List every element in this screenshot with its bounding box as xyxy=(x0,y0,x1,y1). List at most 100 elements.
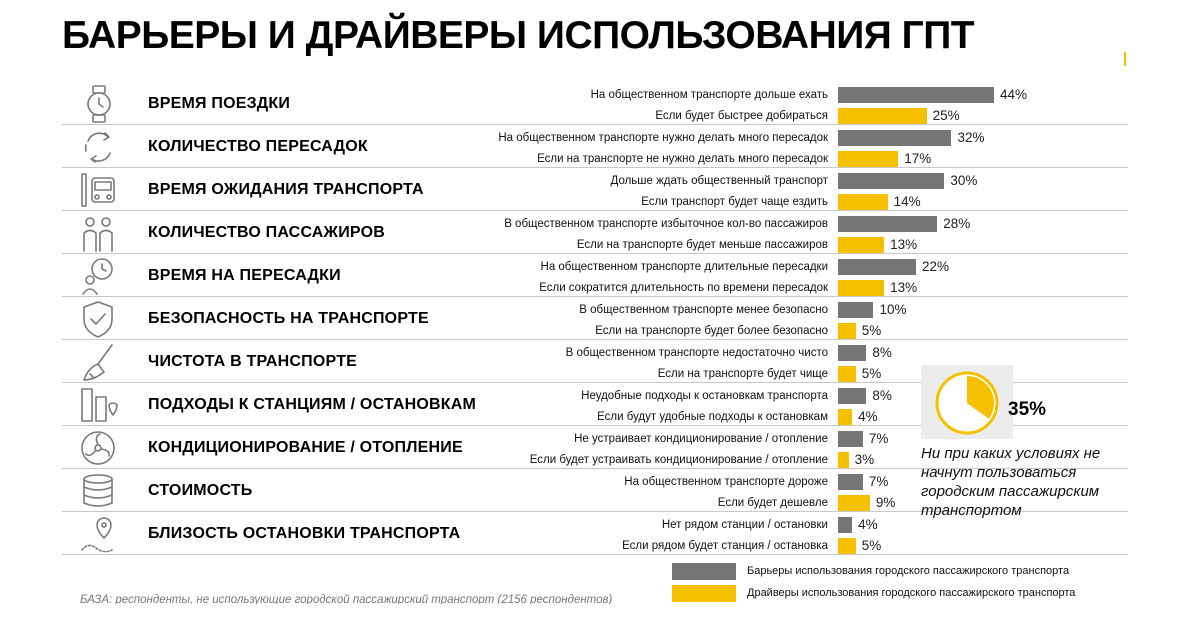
barrier-bar xyxy=(838,517,853,533)
barrier-bar xyxy=(838,216,938,232)
factor-row: КОЛИЧЕСТВО ПАССАЖИРОВ xyxy=(62,211,1128,254)
city-map-icon xyxy=(76,385,120,425)
barrier-bar xyxy=(838,259,916,275)
barrier-value-label: 8% xyxy=(872,388,892,403)
driver-value-label: 5% xyxy=(861,323,882,338)
page-title: БАРЬЕРЫ И ДРАЙВЕРЫ ИСПОЛЬЗОВАНИЯ ГПТ xyxy=(62,14,975,57)
bus-stop-icon xyxy=(76,170,120,210)
callout-text: Ни при каких условиях не начнут пользова… xyxy=(921,445,1101,519)
factor-row: БЕЗОПАСНОСТЬ НА ТРАНСПОРТЕ xyxy=(62,297,1128,340)
barrier-bar-label: В общественном транспорте избыточное кол… xyxy=(504,218,828,230)
broom-icon xyxy=(76,342,120,382)
driver-bar xyxy=(838,495,870,511)
shield-check-icon xyxy=(76,299,120,339)
legend-swatch-driver xyxy=(672,585,736,602)
driver-bar xyxy=(838,366,856,382)
factor-row: БЛИЗОСТЬ ОСТАНОВКИ ТРАНСПОРТА xyxy=(62,512,1128,555)
driver-bar-label: Если сократится длительность по времени … xyxy=(539,282,828,294)
driver-value-label: 5% xyxy=(861,538,882,553)
driver-bar-label: Если будет дешевле xyxy=(717,497,828,509)
driver-bar xyxy=(838,237,885,253)
barrier-bar xyxy=(838,431,863,447)
driver-bar-label: Если на транспорте не нужно делать много… xyxy=(537,153,828,165)
driver-value-label: 5% xyxy=(861,366,882,381)
footnote: БАЗА: респонденты, не использующие город… xyxy=(80,594,613,604)
factor-label: ПОДХОДЫ К СТАНЦИЯМ / ОСТАНОВКАМ xyxy=(148,396,477,413)
cycle-arrows-icon xyxy=(76,127,120,167)
clock-person-icon xyxy=(76,256,120,296)
factor-label: КОЛИЧЕСТВО ПАССАЖИРОВ xyxy=(148,224,385,241)
barrier-value-label: 4% xyxy=(858,517,878,532)
legend-swatch-barrier xyxy=(672,563,736,580)
driver-value-label: 17% xyxy=(904,151,932,166)
driver-bar xyxy=(838,194,888,210)
factor-label: ЧИСТОТА В ТРАНСПОРТЕ xyxy=(148,353,358,370)
factor-label: ВРЕМЯ ОЖИДАНИЯ ТРАНСПОРТА xyxy=(148,181,424,198)
driver-bar-label: Если рядом будет станция / остановка xyxy=(622,540,828,552)
barrier-bar-label: Дольше ждать общественный транспорт xyxy=(610,175,828,187)
barrier-bar xyxy=(838,87,994,103)
factor-row: КОЛИЧЕСТВО ПЕРЕСАДОК xyxy=(62,125,1128,168)
barrier-bar xyxy=(838,388,867,404)
barrier-value-label: 8% xyxy=(872,345,892,360)
factor-row: ПОДХОДЫ К СТАНЦИЯМ / ОСТАНОВКАМ xyxy=(62,383,1128,426)
driver-bar-label: Если будет быстрее добираться xyxy=(655,110,828,122)
factor-row: ЧИСТОТА В ТРАНСПОРТЕ xyxy=(62,340,1128,383)
coins-icon xyxy=(76,471,120,511)
factor-label: БЛИЗОСТЬ ОСТАНОВКИ ТРАНСПОРТА xyxy=(148,525,461,542)
barrier-value-label: 32% xyxy=(957,130,985,145)
driver-bar-label: Если будут удобные подходы к остановкам xyxy=(597,411,828,423)
driver-bar xyxy=(838,409,853,425)
driver-bar-label: Если транспорт будет чаще ездить xyxy=(641,196,828,208)
pie-icon xyxy=(935,371,999,435)
driver-value-label: 13% xyxy=(890,280,918,295)
barrier-bar-label: На общественном транспорте дольше ехать xyxy=(590,89,828,101)
barrier-bar-label: Неудобные подходы к остановкам транспорт… xyxy=(581,390,828,402)
driver-bar xyxy=(838,538,856,554)
driver-bar xyxy=(838,452,849,468)
factor-label: ВРЕМЯ ПОЕЗДКИ xyxy=(148,95,291,112)
barrier-value-label: 7% xyxy=(868,474,889,489)
driver-value-label: 9% xyxy=(875,495,896,510)
driver-value-label: 14% xyxy=(893,194,921,209)
watch-icon xyxy=(76,84,120,124)
driver-bar xyxy=(838,280,885,296)
pie-slice xyxy=(967,376,994,419)
driver-value-label: 4% xyxy=(858,409,878,424)
callout-box xyxy=(921,365,1013,439)
barrier-bar-label: На общественном транспорте дороже xyxy=(624,476,828,488)
barrier-bar-label: На общественном транспорте нужно делать … xyxy=(498,132,828,144)
barrier-bar xyxy=(838,345,867,361)
factor-row: СТОИМОСТЬ xyxy=(62,469,1128,512)
factor-label: ВРЕМЯ НА ПЕРЕСАДКИ xyxy=(148,267,341,284)
barrier-value-label: 30% xyxy=(950,173,978,188)
driver-bar xyxy=(838,151,899,167)
driver-bar-label: Если на транспорте будет чище xyxy=(657,368,828,380)
driver-bar xyxy=(838,108,927,124)
factor-row: КОНДИЦИОНИРОВАНИЕ / ОТОПЛЕНИЕ xyxy=(62,426,1128,469)
factor-label: КОНДИЦИОНИРОВАНИЕ / ОТОПЛЕНИЕ xyxy=(148,439,463,456)
legend-label-barrier: Барьеры использования городского пассажи… xyxy=(747,565,1070,577)
driver-bar-label: Если на транспорте будет меньше пассажир… xyxy=(576,239,828,251)
factor-label: СТОИМОСТЬ xyxy=(148,482,253,499)
driver-bar-label: Если будет устраивать кондиционирование … xyxy=(529,454,828,466)
fan-icon xyxy=(76,428,120,468)
barrier-bar-label: В общественном транспорте менее безопасн… xyxy=(579,304,828,316)
barrier-bar-label: На общественном транспорте длительные пе… xyxy=(540,261,828,273)
barrier-bar xyxy=(838,130,952,146)
legend-label-driver: Драйверы использования городского пассаж… xyxy=(747,587,1076,599)
factor-row: ВРЕМЯ ПОЕЗДКИ xyxy=(62,82,1128,125)
barrier-bar-label: В общественном транспорте недостаточно ч… xyxy=(565,347,828,359)
location-pin-icon xyxy=(76,514,120,554)
barrier-value-label: 44% xyxy=(1000,87,1028,102)
barrier-bar xyxy=(838,302,874,318)
factor-row: ВРЕМЯ НА ПЕРЕСАДКИ xyxy=(62,254,1128,297)
barrier-bar xyxy=(838,474,863,490)
barrier-bar-label: Не устраивает кондиционирование / отопле… xyxy=(574,433,828,445)
factor-label: БЕЗОПАСНОСТЬ НА ТРАНСПОРТЕ xyxy=(148,310,429,327)
barrier-value-label: 10% xyxy=(879,302,907,317)
driver-bar xyxy=(838,323,856,339)
barrier-value-label: 7% xyxy=(868,431,889,446)
barrier-bar-label: Нет рядом станции / остановки xyxy=(661,519,828,531)
driver-value-label: 3% xyxy=(854,452,875,467)
